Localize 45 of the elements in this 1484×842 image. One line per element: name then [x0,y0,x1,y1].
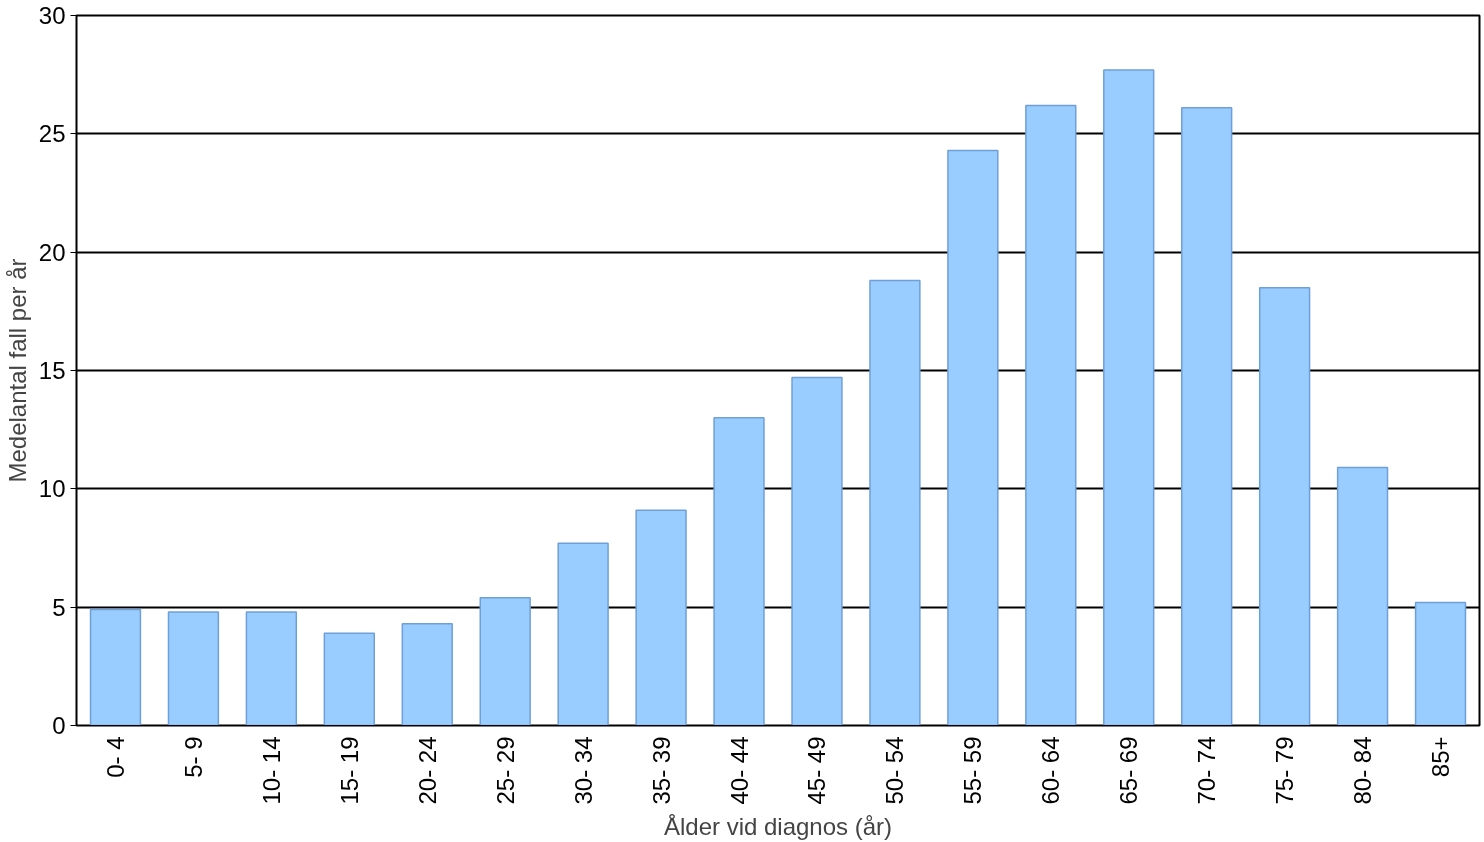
x-tick-label: 85+ [1427,736,1455,778]
x-tick-label: 65- 69 [1115,736,1143,805]
y-tick-label: 20 [38,238,66,266]
y-axis-title: Medelantal fall per år [3,258,31,483]
x-tick-label: 0- 4 [101,736,129,778]
x-tick-label: 75- 79 [1271,736,1299,805]
x-tick-label: 50- 54 [881,736,909,805]
x-tick-label: 5- 9 [179,736,207,778]
x-tick-label: 60- 64 [1037,736,1065,805]
bar [89,608,142,726]
x-tick-label: 30- 34 [569,736,597,805]
x-tick-label: 25- 29 [491,736,519,805]
bar [713,417,765,726]
x-tick-label: 80- 84 [1349,736,1377,805]
x-tick-label: 10- 14 [257,736,285,805]
x-tick-label: 35- 39 [647,736,675,805]
bar [167,611,220,726]
bar [557,542,609,726]
x-tick-label: 40- 44 [725,736,753,805]
y-tick-label: 30 [38,2,66,29]
y-tick-label: 15 [38,357,66,384]
bar [1336,466,1389,726]
bar [947,149,999,726]
y-tick-label: 25 [38,120,66,148]
bar [1258,286,1311,726]
bar [401,622,453,726]
bar [1181,107,1233,726]
x-tick-label: 55- 59 [959,736,987,805]
bar [791,376,843,726]
bar [323,632,375,726]
y-tick-label: 5 [52,593,66,621]
bar [1025,104,1077,726]
bar [1103,69,1155,726]
bar [479,596,531,726]
x-tick-label: 15- 19 [335,736,363,805]
x-tick-label: 70- 74 [1193,736,1221,805]
x-tick-label: 20- 24 [413,736,441,805]
bar [245,611,298,726]
bar [635,509,687,726]
y-tick-label: 10 [38,475,66,503]
bar [1414,601,1467,726]
bar [869,279,921,726]
x-axis-title: Ålder vid diagnos (år) [663,812,893,840]
x-tick-label: 45- 49 [803,736,831,805]
y-tick-label: 0 [52,712,66,739]
